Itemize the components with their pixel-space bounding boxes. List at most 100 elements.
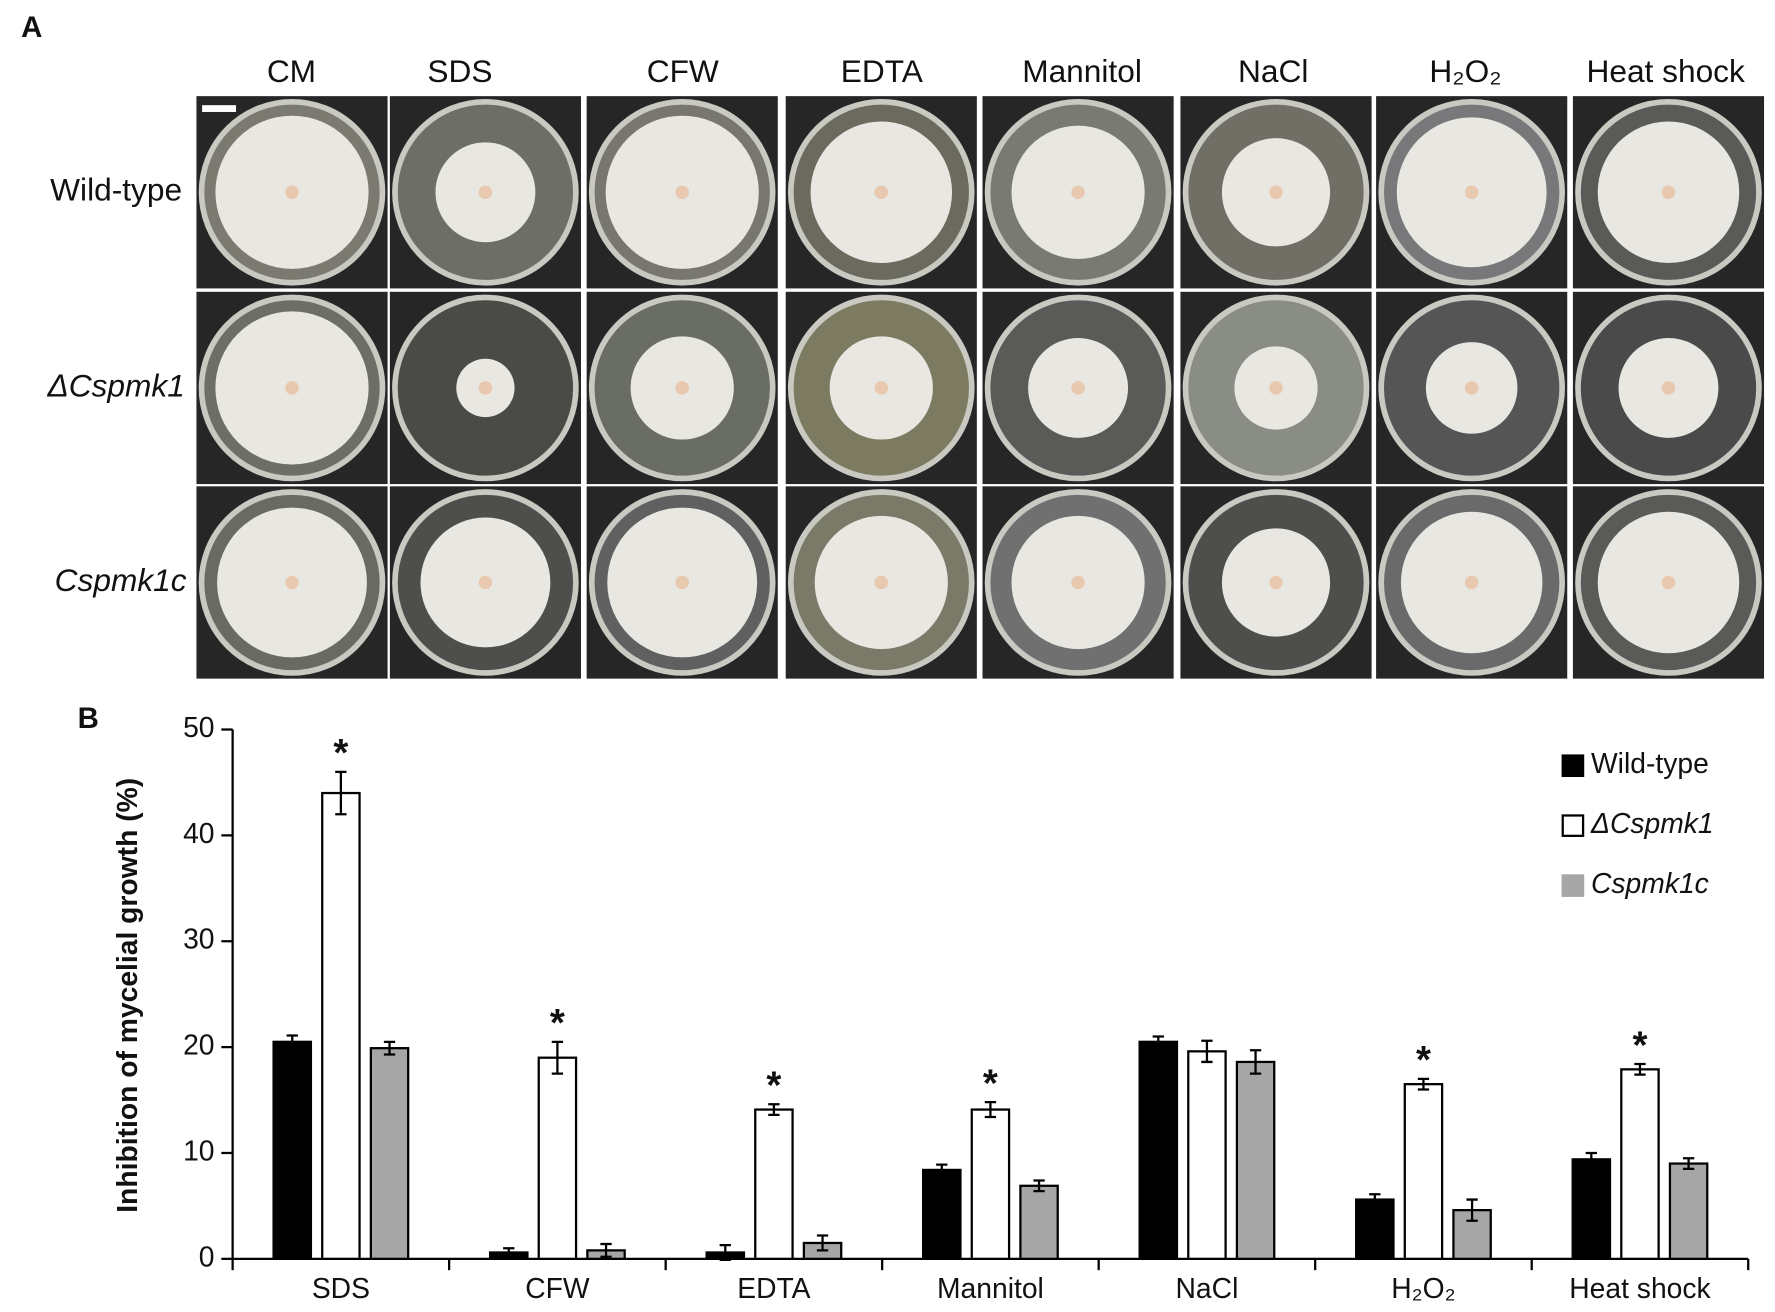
column-header: H₂O₂ [1429, 53, 1501, 89]
inoculum [1071, 185, 1085, 200]
error-bar [383, 1040, 396, 1056]
bar [1620, 1068, 1660, 1260]
significance-mark: * [766, 1065, 781, 1108]
inoculum [1464, 185, 1479, 200]
bar [321, 791, 361, 1260]
inoculum [1661, 381, 1676, 395]
y-axis-label: Inhibition of mycelial growth (%) [111, 778, 143, 1213]
error-bar [551, 1040, 564, 1075]
legend-label: Wild-type [1591, 747, 1709, 779]
column-header: SDS [427, 53, 492, 89]
column-header: EDTA [841, 53, 924, 89]
column-header: NaCl [1238, 53, 1308, 89]
error-bar [816, 1234, 829, 1252]
y-tick-label: 20 [183, 1029, 214, 1061]
inoculum [1464, 575, 1479, 590]
x-tick-label: CFW [525, 1272, 590, 1304]
error-bar [1634, 1062, 1646, 1076]
significance-mark: * [983, 1062, 998, 1105]
bar [1355, 1198, 1395, 1260]
inoculum [675, 575, 690, 590]
inoculum [675, 381, 690, 395]
inoculum [1269, 381, 1283, 395]
bar [921, 1168, 962, 1260]
x-tick-label: Heat shock [1569, 1272, 1711, 1304]
error-bar [1417, 1077, 1430, 1091]
column-header: CFW [647, 53, 719, 89]
inoculum [285, 185, 299, 200]
bar [1668, 1162, 1709, 1260]
bar [272, 1040, 313, 1260]
panel-label: A [21, 11, 42, 44]
y-tick-label: 40 [183, 817, 214, 849]
error-bar [1682, 1157, 1695, 1170]
x-tick-label: H₂O₂ [1391, 1272, 1455, 1304]
inoculum [1071, 575, 1085, 590]
bar [369, 1047, 410, 1260]
x-tick-label: SDS [312, 1272, 370, 1304]
inoculum [478, 381, 493, 395]
column-header: Mannitol [1022, 53, 1142, 89]
inoculum [478, 185, 493, 200]
row-label: Wild-type [50, 172, 182, 208]
inoculum [675, 185, 690, 200]
x-tick-label: NaCl [1176, 1272, 1239, 1304]
inoculum [478, 575, 493, 590]
x-tick-label: EDTA [737, 1272, 810, 1304]
scale-bar [202, 105, 237, 112]
row-label: ΔCspmk1 [46, 367, 184, 403]
error-bar [335, 770, 347, 816]
bar [754, 1108, 794, 1260]
error-bar [1585, 1151, 1597, 1167]
significance-mark: * [550, 1002, 565, 1045]
error-bar [600, 1242, 612, 1258]
bar [1187, 1050, 1227, 1260]
error-bar [1466, 1198, 1478, 1222]
column-header: Heat shock [1586, 53, 1745, 89]
inoculum [1071, 381, 1085, 395]
legend-swatch [1561, 814, 1585, 837]
inoculum [874, 185, 889, 200]
legend-swatch [1561, 874, 1585, 897]
inoculum [874, 381, 889, 395]
inoculum [1661, 575, 1676, 590]
bar [537, 1056, 578, 1260]
error-bar [1152, 1035, 1164, 1049]
y-tick-label: 0 [199, 1240, 215, 1272]
bar [970, 1108, 1011, 1260]
bar [1403, 1083, 1444, 1260]
significance-mark: * [333, 732, 348, 775]
error-bar [503, 1247, 515, 1258]
row-label: Cspmk1c [55, 562, 187, 598]
legend-label: Cspmk1c [1591, 867, 1709, 899]
y-tick-label: 30 [183, 923, 214, 955]
significance-mark: * [1416, 1039, 1431, 1082]
bar [1019, 1184, 1059, 1260]
inoculum [1269, 575, 1283, 590]
significance-mark: * [1632, 1024, 1647, 1067]
error-bar [1033, 1179, 1045, 1193]
y-tick-label: 10 [183, 1134, 214, 1166]
error-bar [984, 1101, 997, 1119]
inoculum [285, 575, 299, 590]
inoculum [874, 575, 889, 590]
inoculum [1661, 185, 1676, 200]
bar [1571, 1158, 1612, 1260]
error-bar [1201, 1039, 1213, 1064]
bar [1138, 1040, 1179, 1260]
error-bar [719, 1243, 731, 1262]
error-bar [936, 1163, 948, 1177]
error-bar [768, 1103, 780, 1116]
y-tick-label: 50 [183, 711, 214, 743]
legend-swatch [1561, 754, 1585, 778]
error-bar [1369, 1193, 1381, 1206]
panel-label: B [78, 702, 99, 735]
error-bar [286, 1034, 298, 1050]
inoculum [285, 381, 299, 395]
column-header: CM [267, 53, 316, 89]
bar [1235, 1060, 1276, 1260]
error-bar [1249, 1049, 1262, 1075]
x-tick-label: Mannitol [937, 1272, 1044, 1304]
legend-label: ΔCspmk1 [1590, 807, 1714, 839]
